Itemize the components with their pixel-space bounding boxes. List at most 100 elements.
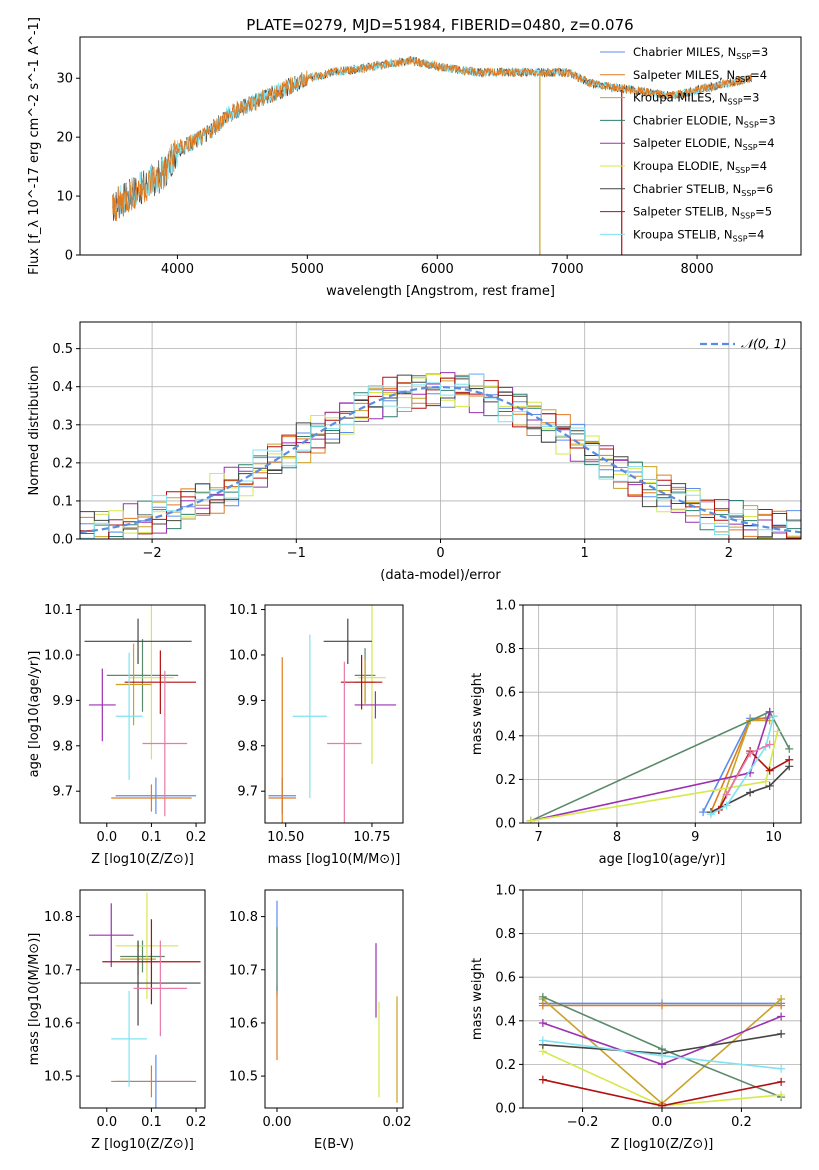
y-tick-label: 10.8 (44, 910, 73, 925)
y-axis-label: mass weight (470, 673, 485, 755)
weight-series (710, 716, 775, 815)
plot-area (80, 892, 201, 1108)
panel-7: 0.00 0.02 10.5 10.6 10.7 10.8 E(B-V) (229, 889, 411, 1152)
legend-entry: 𝒩(0, 1) (741, 336, 787, 351)
y-tick-label: 9.9 (237, 694, 258, 709)
x-tick-label: 0.2 (186, 830, 207, 845)
plot-area (112, 55, 752, 255)
plot-area (268, 605, 397, 823)
weight-marker (538, 992, 547, 1001)
x-tick-label: 0.0 (96, 830, 117, 845)
x-axis-label: Z [log10(Z/Z⊙)] (91, 1137, 194, 1152)
y-tick-label: 0.0 (52, 533, 73, 548)
y-axis-label: mass weight (470, 958, 485, 1040)
x-axis-label: age [log10(age/yr)] (599, 852, 726, 867)
x-tick-label: 0.00 (263, 1115, 292, 1130)
y-tick-label: 10.1 (229, 603, 258, 618)
weight-marker (769, 712, 778, 721)
x-axis-label: Z [log10(Z/Z⊙)] (611, 1137, 714, 1152)
y-tick-label: 10.0 (229, 648, 258, 663)
x-tick-label: 8 (613, 830, 621, 845)
axes-frame (522, 889, 802, 1109)
y-tick-label: 10.6 (44, 1016, 73, 1031)
weight-marker (538, 1018, 547, 1027)
y-tick-label: 0.8 (495, 642, 516, 657)
y-tick-label: 0 (65, 249, 73, 264)
weight-marker (761, 777, 770, 786)
panel-8: −0.2 0.0 0.2 0.0 0.2 0.4 0.6 0.8 1.0 Z [log10(Z/Z… (470, 884, 802, 1152)
x-axis-label: mass [log10(M/M⊙)] (268, 852, 401, 867)
x-tick-label: 8000 (681, 262, 714, 277)
legend-entry: Kroupa MILES, NSSP=3 (633, 91, 759, 107)
y-tick-label: 10.5 (44, 1070, 73, 1085)
weight-marker (722, 801, 731, 810)
x-tick-label: 0.0 (96, 1115, 117, 1130)
x-tick-label: 7 (535, 830, 543, 845)
weight-marker (658, 1060, 666, 1069)
weight-series (710, 765, 790, 813)
x-tick-label: 9 (691, 830, 699, 845)
histogram-series (80, 374, 801, 539)
page-title: PLATE=0279, MJD=51984, FIBERID=0480, z=0… (246, 16, 633, 34)
y-tick-label: 9.8 (52, 739, 73, 754)
y-tick-label: 9.8 (237, 739, 258, 754)
weight-marker (785, 744, 794, 753)
weight-marker (777, 1064, 786, 1073)
x-tick-label: 7000 (551, 262, 584, 277)
x-tick-label: 0.1 (141, 1115, 162, 1130)
x-tick-label: −1 (287, 546, 306, 561)
y-tick-label: 0.1 (52, 494, 73, 509)
x-axis-label: Z [log10(Z/Z⊙)] (91, 852, 194, 867)
weight-marker (765, 766, 774, 775)
axes-frame (79, 321, 802, 540)
y-axis-label: Normed distribution (27, 366, 42, 496)
axes-frame (79, 604, 206, 824)
y-tick-label: 0.4 (52, 380, 73, 395)
plot-area (84, 605, 197, 817)
y-axis-label: mass [log10(M/M⊙)] (27, 933, 42, 1066)
x-tick-label: 4000 (161, 262, 194, 277)
weight-marker (765, 740, 774, 749)
y-tick-label: 0.8 (495, 927, 516, 942)
y-tick-label: 10.1 (44, 603, 73, 618)
legend-entry: Chabrier MILES, NSSP=3 (633, 45, 768, 61)
weight-marker (658, 1101, 666, 1108)
plot-area (80, 372, 801, 539)
y-tick-label: 10.0 (44, 648, 73, 663)
y-tick-label: 1.0 (495, 884, 516, 899)
weight-marker (538, 1036, 547, 1045)
panel-6: 0.0 0.1 0.2 10.5 10.6 10.7 10.8 Z [log10(Z/Z⊙)]… (27, 889, 206, 1152)
x-tick-label: 1 (581, 546, 589, 561)
x-axis-label: wavelength [Angstrom, rest frame] (326, 284, 555, 299)
gaussian-curve (80, 385, 801, 534)
weight-marker (785, 755, 794, 764)
x-tick-label: 10.75 (353, 830, 390, 845)
y-tick-label: 0.2 (52, 456, 73, 471)
x-tick-label: 10.50 (267, 830, 304, 845)
x-tick-label: −0.2 (567, 1115, 599, 1130)
weight-marker (773, 727, 782, 736)
x-tick-label: 5000 (291, 262, 324, 277)
y-tick-label: 0.6 (495, 686, 516, 701)
legend-entry: Chabrier STELIB, NSSP=6 (633, 182, 773, 198)
x-tick-label: 0.1 (141, 830, 162, 845)
weight-marker (706, 810, 715, 819)
y-tick-label: 10.8 (229, 910, 258, 925)
y-axis-label: age [log10(age/yr)] (27, 651, 42, 778)
y-tick-label: 10 (56, 190, 73, 205)
x-tick-label: −2 (143, 546, 162, 561)
x-tick-label: 0.0 (652, 1115, 673, 1130)
x-axis-label: E(B-V) (314, 1137, 354, 1152)
x-tick-label: 2 (725, 546, 733, 561)
y-tick-label: 9.7 (237, 785, 258, 800)
y-tick-label: 0.2 (495, 1058, 516, 1073)
y-tick-label: 0.4 (495, 1014, 516, 1029)
panel-3: 0.0 0.1 0.2 9.7 9.8 9.9 10.0 10.1 Z [log10(Z/Z⊙)… (27, 603, 207, 867)
y-tick-label: 0.0 (495, 817, 516, 832)
legend-entry: Salpeter STELIB, NSSP=5 (633, 205, 772, 221)
weight-marker (658, 1001, 666, 1010)
y-tick-label: 0.0 (495, 1102, 516, 1117)
weight-marker (722, 790, 731, 799)
y-tick-label: 10.6 (229, 1016, 258, 1031)
